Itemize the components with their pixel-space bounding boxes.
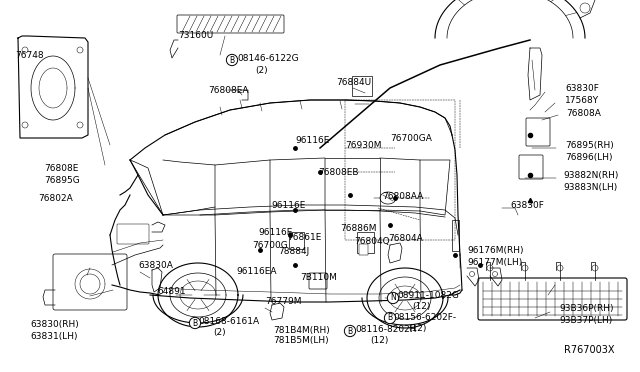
Text: 63830A: 63830A bbox=[138, 260, 173, 269]
Text: 08911-1082G: 08911-1082G bbox=[397, 292, 459, 301]
FancyBboxPatch shape bbox=[177, 15, 284, 33]
Text: (2): (2) bbox=[255, 65, 268, 74]
Text: 93882N(RH): 93882N(RH) bbox=[563, 170, 618, 180]
Text: 96116E: 96116E bbox=[295, 135, 330, 144]
Text: (12): (12) bbox=[370, 337, 388, 346]
Text: (12): (12) bbox=[408, 324, 426, 333]
Text: 76896(LH): 76896(LH) bbox=[565, 153, 612, 161]
Text: 63830F: 63830F bbox=[565, 83, 599, 93]
Text: 76861E: 76861E bbox=[287, 232, 321, 241]
Text: 76895(RH): 76895(RH) bbox=[565, 141, 614, 150]
Text: 78884J: 78884J bbox=[278, 247, 309, 256]
Text: 76884U: 76884U bbox=[336, 77, 371, 87]
Text: 96116E: 96116E bbox=[271, 201, 305, 209]
Text: 08168-6161A: 08168-6161A bbox=[198, 317, 259, 327]
Text: B: B bbox=[229, 55, 235, 64]
Text: 96116EA: 96116EA bbox=[236, 266, 276, 276]
Text: (2): (2) bbox=[213, 328, 226, 337]
Text: B: B bbox=[387, 314, 392, 323]
Text: R767003X: R767003X bbox=[564, 345, 614, 355]
FancyBboxPatch shape bbox=[352, 76, 372, 96]
Text: (12): (12) bbox=[412, 302, 430, 311]
Text: 96177M(LH): 96177M(LH) bbox=[467, 257, 522, 266]
Text: 96176M(RH): 96176M(RH) bbox=[467, 246, 524, 254]
FancyBboxPatch shape bbox=[452, 219, 460, 250]
Text: B: B bbox=[193, 318, 198, 327]
Text: 73160U: 73160U bbox=[178, 31, 213, 39]
FancyBboxPatch shape bbox=[519, 155, 543, 179]
Text: 76895G: 76895G bbox=[44, 176, 80, 185]
Text: 76804A: 76804A bbox=[388, 234, 423, 243]
Text: 7B110M: 7B110M bbox=[300, 273, 337, 282]
Text: 96116E: 96116E bbox=[258, 228, 292, 237]
Text: 76808AA: 76808AA bbox=[382, 192, 423, 201]
FancyBboxPatch shape bbox=[526, 118, 550, 146]
Text: 76804Q: 76804Q bbox=[354, 237, 390, 246]
Text: 17568Y: 17568Y bbox=[565, 96, 599, 105]
Text: 08116-8202H: 08116-8202H bbox=[355, 326, 417, 334]
Text: B: B bbox=[348, 327, 353, 336]
FancyBboxPatch shape bbox=[289, 231, 305, 248]
Text: 08146-6122G: 08146-6122G bbox=[237, 54, 299, 62]
FancyBboxPatch shape bbox=[309, 273, 327, 289]
Text: 76886M: 76886M bbox=[340, 224, 376, 232]
Text: 76808A: 76808A bbox=[566, 109, 601, 118]
Text: N: N bbox=[390, 294, 396, 302]
Text: 93883N(LH): 93883N(LH) bbox=[563, 183, 617, 192]
Text: 76930M: 76930M bbox=[345, 141, 381, 150]
Text: 08156-6202F-: 08156-6202F- bbox=[393, 312, 456, 321]
FancyBboxPatch shape bbox=[53, 254, 127, 310]
Text: 76748: 76748 bbox=[15, 51, 44, 60]
Text: 76808E: 76808E bbox=[44, 164, 78, 173]
FancyBboxPatch shape bbox=[360, 244, 369, 254]
Text: 76779M: 76779M bbox=[265, 298, 301, 307]
Text: 64891: 64891 bbox=[157, 286, 186, 295]
Text: 76700GA: 76700GA bbox=[390, 134, 432, 142]
Text: 781B4M(RH): 781B4M(RH) bbox=[273, 326, 330, 334]
FancyBboxPatch shape bbox=[117, 224, 149, 244]
Text: 781B5M(LH): 781B5M(LH) bbox=[273, 337, 328, 346]
Text: 76808EB: 76808EB bbox=[318, 167, 358, 176]
FancyBboxPatch shape bbox=[358, 231, 374, 253]
Text: 63830F: 63830F bbox=[510, 201, 544, 209]
Text: 93B37P(LH): 93B37P(LH) bbox=[559, 315, 612, 324]
Text: 76700G: 76700G bbox=[252, 241, 288, 250]
Text: 76808EA: 76808EA bbox=[208, 86, 248, 94]
FancyBboxPatch shape bbox=[478, 278, 627, 320]
Text: 93B36P(RH): 93B36P(RH) bbox=[559, 305, 614, 314]
Text: 63830(RH): 63830(RH) bbox=[30, 321, 79, 330]
Text: 63831(LH): 63831(LH) bbox=[30, 331, 77, 340]
Text: 76802A: 76802A bbox=[38, 193, 73, 202]
